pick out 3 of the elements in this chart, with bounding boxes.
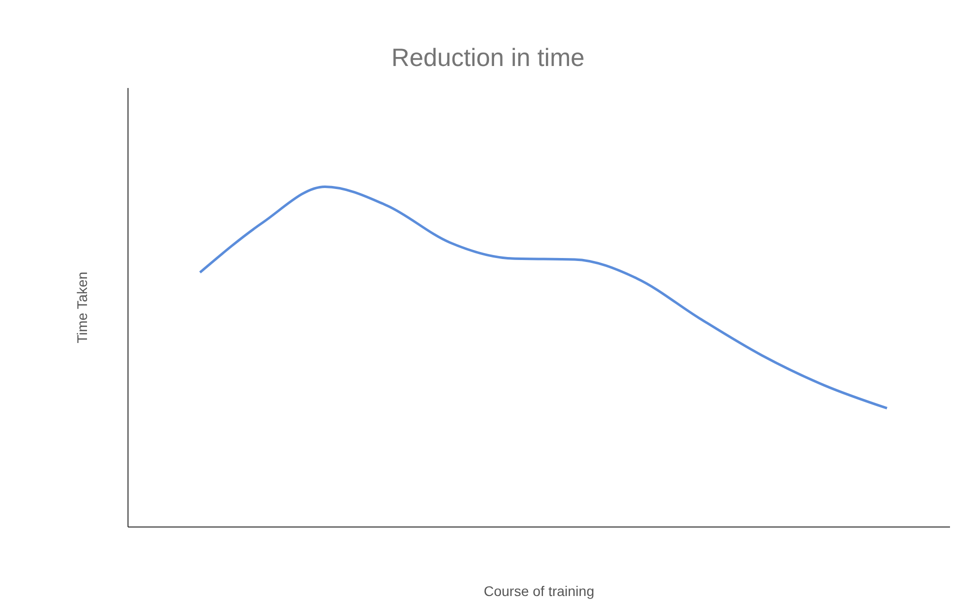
chart-title: Reduction in time [391,44,585,72]
x-axis-title: Course of training [484,583,594,599]
y-axis-title: Time Taken [74,272,90,344]
